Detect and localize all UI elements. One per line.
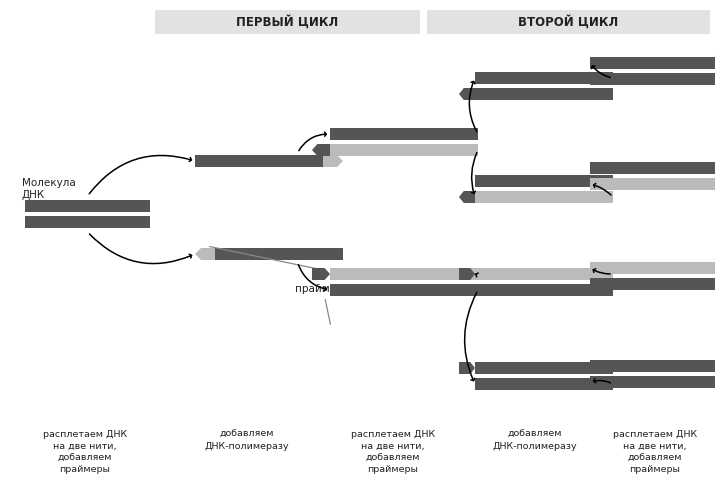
Polygon shape [323,155,343,167]
Bar [590,178,715,190]
Text: Молекула
ДНК: Молекула ДНК [22,177,76,200]
Bar [590,360,715,372]
Text: расплетаем ДНК
на две нити,
добавляем
праймеры: расплетаем ДНК на две нити, добавляем пр… [351,430,435,474]
Polygon shape [459,88,475,100]
Text: расплетаем ДНК
на две нити,
добавляем
праймеры: расплетаем ДНК на две нити, добавляем пр… [43,430,127,474]
Bar [330,268,478,280]
Bar [215,248,343,260]
Bar [25,216,150,228]
Bar [195,155,323,167]
Text: ПЕРВЫЙ ЦИКЛ: ПЕРВЫЙ ЦИКЛ [236,15,338,29]
Text: добавляем
ДНК-полимеразу: добавляем ДНК-полимеразу [492,430,577,451]
Bar [590,57,715,69]
Text: праймеры: праймеры [295,284,351,324]
Polygon shape [195,248,215,260]
Bar [475,191,613,203]
Bar [475,72,613,84]
Bar [590,73,715,85]
Polygon shape [312,268,330,280]
Bar [427,10,710,34]
Bar [330,144,478,156]
Bar [475,362,613,374]
Bar [330,128,478,140]
Bar [590,162,715,174]
Text: расплетаем ДНК
на две нити,
добавляем
праймеры: расплетаем ДНК на две нити, добавляем пр… [613,430,697,474]
Bar [475,88,613,100]
Bar [475,284,613,296]
Bar [475,378,613,390]
Bar [155,10,420,34]
Bar [475,268,613,280]
Polygon shape [459,362,475,374]
Polygon shape [312,144,330,156]
Polygon shape [459,191,475,203]
Bar [330,284,478,296]
Bar [590,278,715,290]
Polygon shape [459,268,475,280]
Bar [590,262,715,274]
Bar [590,376,715,388]
Bar [25,200,150,212]
Text: добавляем
ДНК-полимеразу: добавляем ДНК-полимеразу [204,430,289,451]
Bar [475,175,613,187]
Text: ВТОРОЙ ЦИКЛ: ВТОРОЙ ЦИКЛ [518,15,618,29]
